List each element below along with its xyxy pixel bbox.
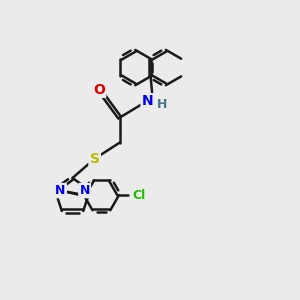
- Text: N: N: [142, 94, 153, 108]
- Text: O: O: [93, 82, 105, 97]
- Text: S: S: [90, 152, 100, 166]
- Text: Cl: Cl: [133, 188, 146, 202]
- Text: N: N: [80, 184, 90, 197]
- Text: H: H: [157, 98, 167, 111]
- Text: N: N: [55, 184, 66, 197]
